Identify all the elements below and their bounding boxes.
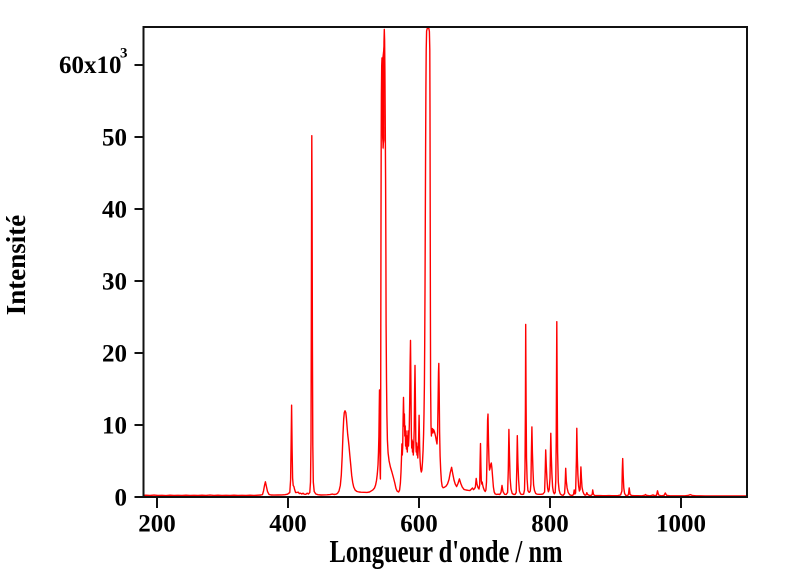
svg-text:Intensité: Intensité [1,215,31,316]
svg-text:200: 200 [138,511,176,538]
svg-text:40: 40 [102,196,127,223]
svg-text:Longueur d'onde / nm: Longueur d'onde / nm [330,533,563,569]
svg-text:0: 0 [115,484,128,511]
svg-text:3: 3 [120,46,128,62]
svg-text:10: 10 [102,412,127,439]
svg-text:50: 50 [102,124,127,151]
svg-text:30: 30 [102,268,127,295]
svg-text:800: 800 [531,511,569,538]
svg-text:20: 20 [102,340,127,367]
svg-text:400: 400 [269,511,307,538]
svg-text:1000: 1000 [656,511,706,538]
svg-text:60x10: 60x10 [59,52,122,79]
svg-text:600: 600 [400,511,438,538]
